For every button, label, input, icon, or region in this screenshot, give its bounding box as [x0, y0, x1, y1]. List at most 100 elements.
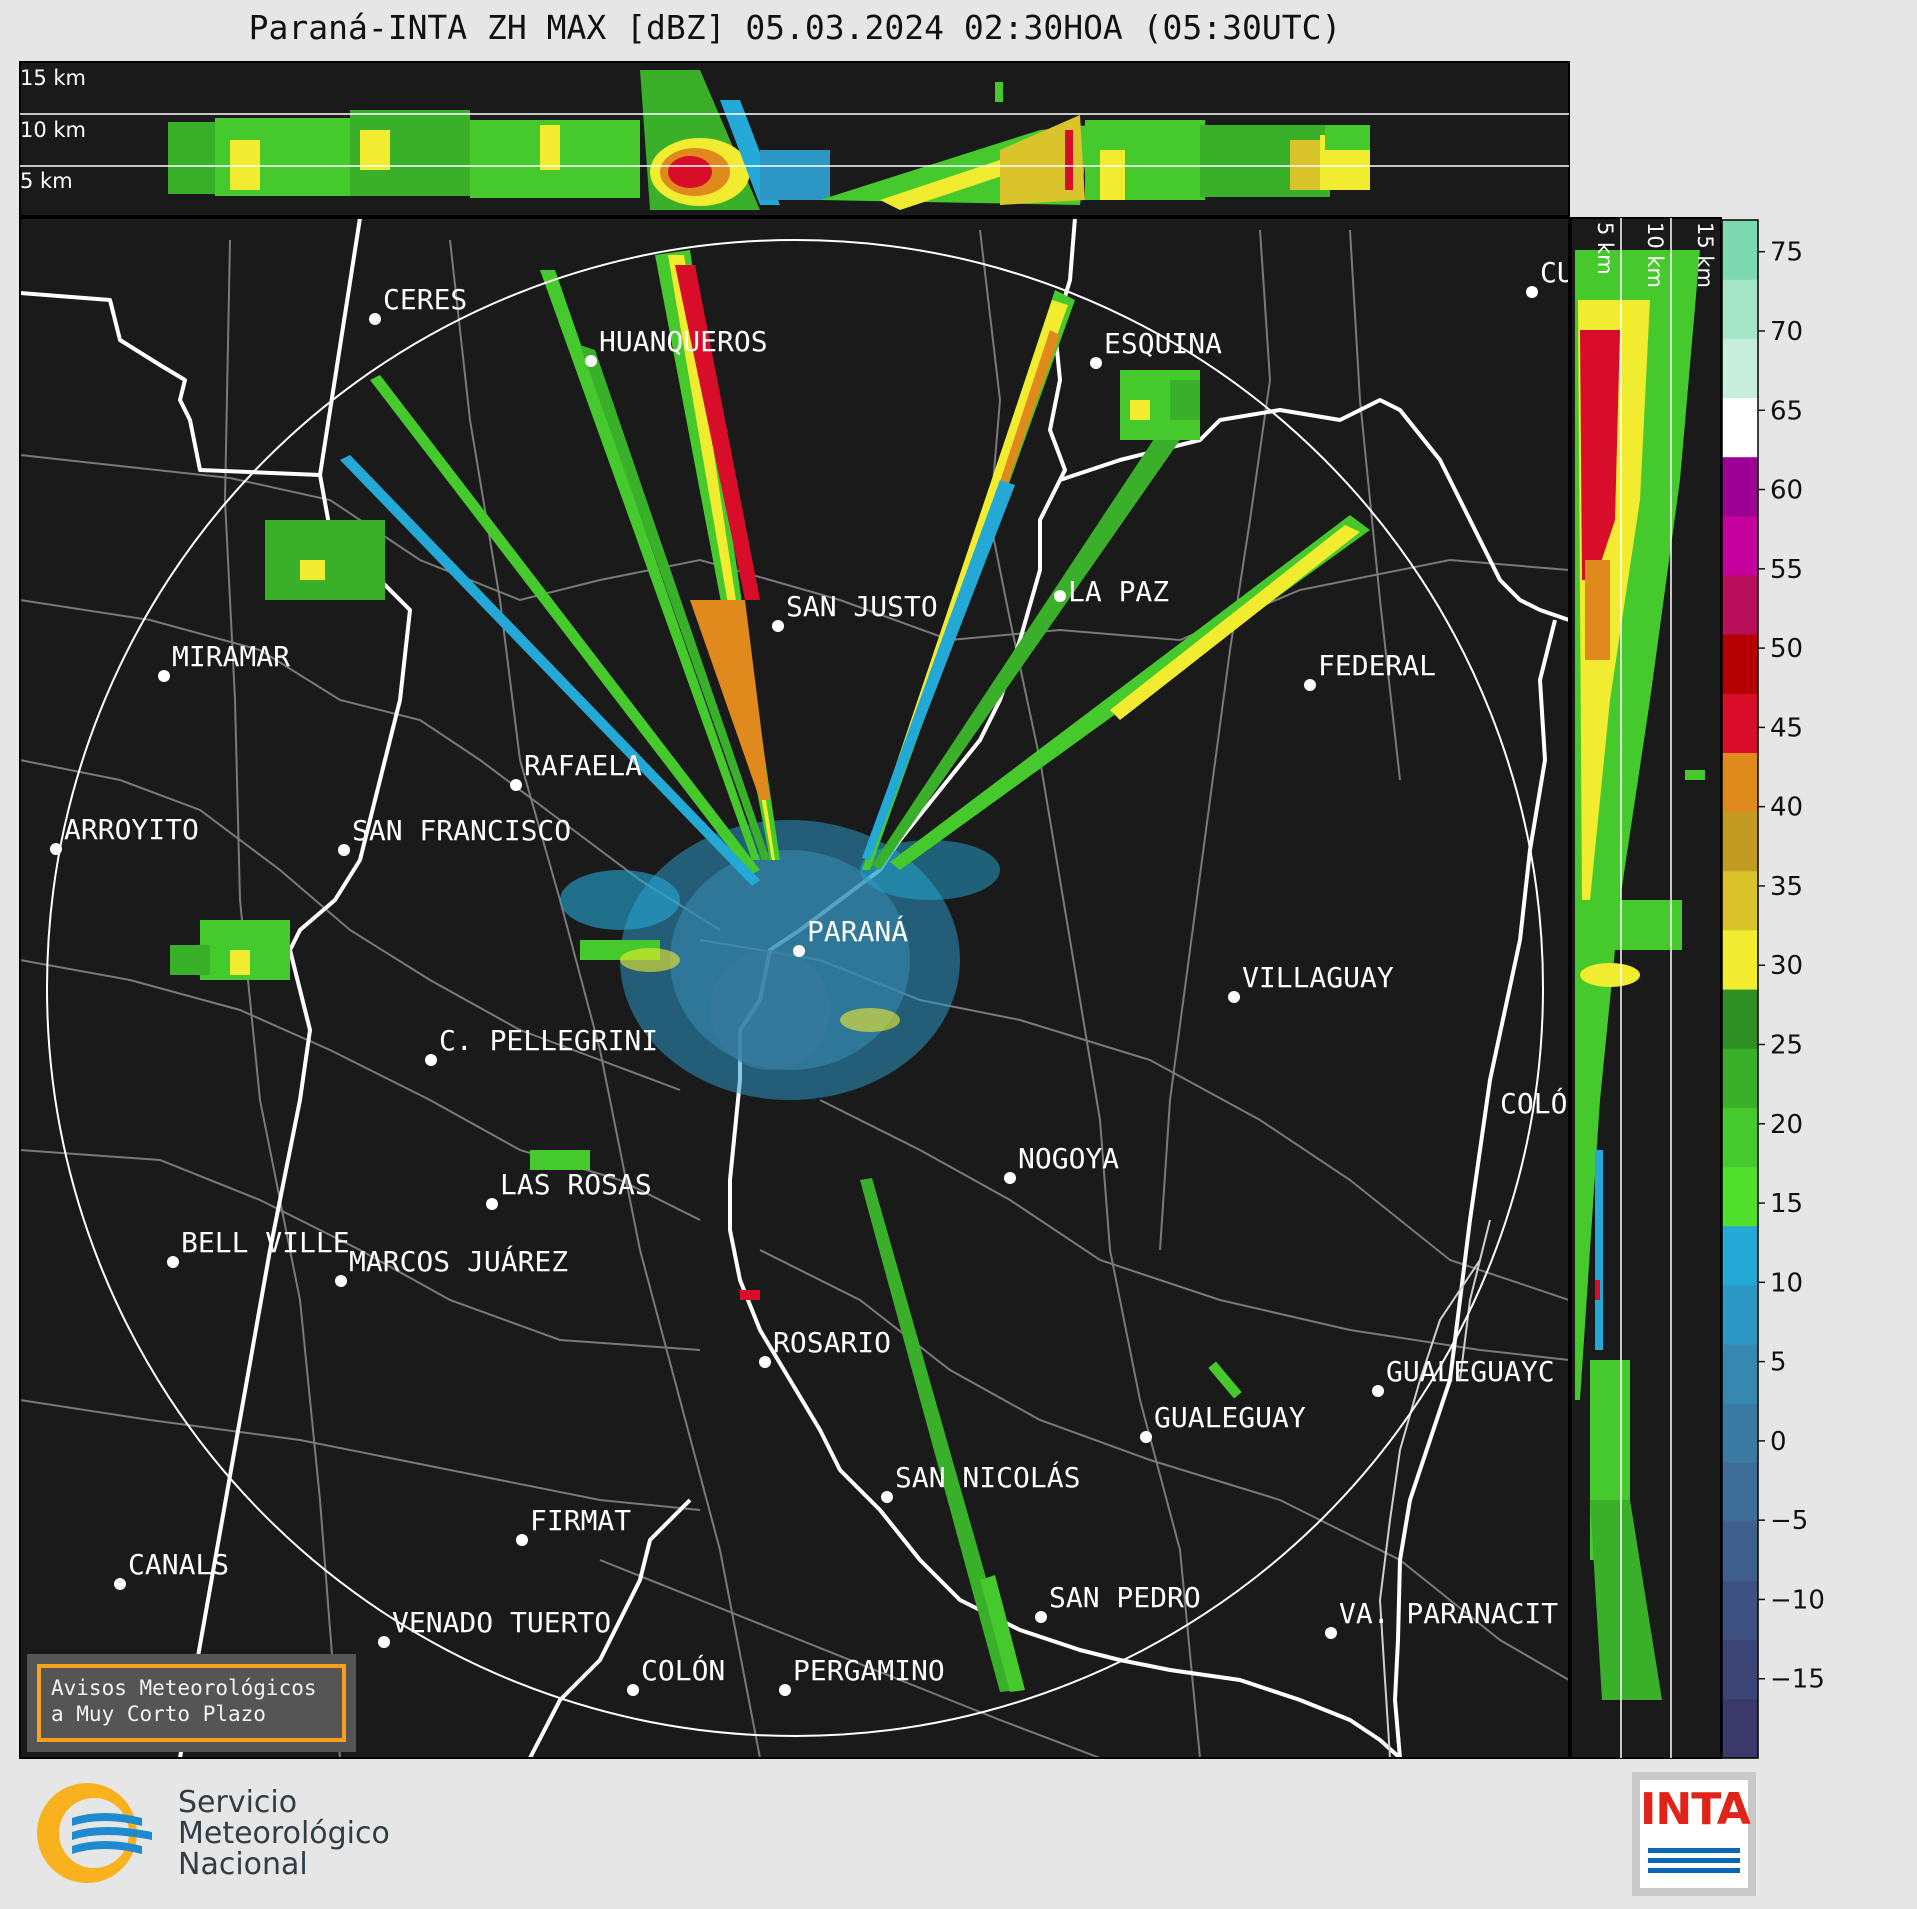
city-label-gualeguaychu: GUALEGUAYC	[1386, 1355, 1555, 1388]
colorbar-swatch	[1722, 1580, 1758, 1641]
colorbar-swatch	[1722, 811, 1758, 872]
colorbar-tick-label: 75	[1770, 238, 1803, 268]
city-label-san-pedro: SAN PEDRO	[1049, 1581, 1201, 1614]
top-height-profile-panel: 15 km 10 km 5 km	[19, 61, 1570, 217]
colorbar-swatch	[1722, 870, 1758, 931]
top-profile-echoes	[168, 70, 1370, 210]
colorbar-swatch	[1722, 929, 1758, 990]
city-label-rosario: ROSARIO	[773, 1326, 891, 1359]
city-label-firmat: FIRMAT	[530, 1504, 631, 1537]
city-label-colon-er: COLÓ	[1500, 1086, 1567, 1120]
colorbar-tick-label: 60	[1770, 476, 1803, 506]
colorbar-tick-label: 70	[1770, 317, 1803, 347]
colorbar-swatch	[1722, 1462, 1758, 1522]
city-label-gualeguay: GUALEGUAY	[1154, 1401, 1306, 1434]
colorbar-swatch	[1722, 456, 1758, 517]
inta-logo: INTA	[1632, 1772, 1756, 1896]
city-label-villaguay: VILLAGUAY	[1242, 961, 1394, 994]
colorbar-swatch	[1722, 1048, 1758, 1108]
colorbar-tick-label: 0	[1770, 1427, 1787, 1457]
colorbar-swatch	[1722, 1521, 1758, 1582]
city-label-arroyito: ARROYITO	[64, 813, 199, 846]
colorbar-swatch	[1722, 1225, 1758, 1286]
radar-map-panel: CERES HUANQUEROS ESQUINA CU SAN JUSTO LA…	[19, 217, 1574, 1759]
city-label-nogoya: NOGOYA	[1018, 1142, 1119, 1175]
colorbar-tick-label: 30	[1770, 951, 1803, 981]
city-label-miramar: MIRAMAR	[172, 640, 290, 673]
vertical-height-label-5km: 5 km	[1593, 222, 1617, 275]
colorbar-swatch	[1722, 279, 1758, 339]
city-label-ceres: CERES	[383, 283, 467, 316]
smn-wordmark: Servicio Meteorológico Nacional	[178, 1787, 390, 1880]
city-label-huanqueros: HUANQUEROS	[599, 325, 768, 358]
river-lines	[1378, 1219, 1491, 1758]
colorbar-tick-label: 50	[1770, 634, 1803, 664]
colorbar-swatch	[1722, 989, 1758, 1049]
inta-wordmark: INTA	[1640, 1784, 1751, 1835]
side-height-profile-panel: 5 km 10 km 15 km	[1570, 217, 1722, 1759]
colorbar-tick-label: 25	[1770, 1030, 1803, 1060]
colorbar-swatch	[1722, 1107, 1758, 1168]
city-label-la-paz: LA PAZ	[1068, 575, 1169, 608]
height-label-5km: 5 km	[20, 169, 73, 193]
city-markers	[50, 286, 1538, 1696]
notice-line-1: Avisos Meteorológicos	[51, 1676, 317, 1700]
colorbar-swatch	[1722, 752, 1758, 813]
colorbar-tick-label: −10	[1770, 1585, 1825, 1615]
colorbar-swatch	[1722, 634, 1758, 694]
smn-line-3: Nacional	[178, 1847, 308, 1882]
colorbar-tick-label: −5	[1770, 1506, 1808, 1536]
smn-line-2: Meteorológico	[178, 1816, 390, 1851]
height-label-10km: 10 km	[20, 118, 86, 142]
colorbar-tick-label: 15	[1770, 1189, 1803, 1219]
city-label-va-paranacito: VA. PARANACIT	[1339, 1597, 1558, 1630]
height-label-15km: 15 km	[20, 66, 86, 90]
colorbar-swatch	[1722, 1166, 1758, 1227]
range-ring	[46, 239, 1544, 1737]
radar-echoes	[170, 250, 1370, 1692]
city-label-san-nicolas: SAN NICOLÁS	[895, 1460, 1080, 1494]
city-label-cu: CU	[1540, 256, 1574, 289]
colorbar-swatch	[1722, 1639, 1758, 1700]
colorbar-swatch	[1722, 515, 1758, 576]
city-label-san-francisco: SAN FRANCISCO	[352, 814, 571, 847]
colorbar-tick-label: 35	[1770, 872, 1803, 902]
colorbar-swatch	[1722, 338, 1758, 399]
notice-box: Avisos Meteorológicos a Muy Corto Plazo	[27, 1654, 356, 1752]
city-label-rafaela: RAFAELA	[524, 749, 642, 782]
department-boundaries	[20, 229, 1569, 1758]
city-label-pergamino: PERGAMINO	[793, 1654, 945, 1687]
city-label-bell-ville: BELL VILLE	[181, 1226, 350, 1259]
colorbar-tick-label: 45	[1770, 713, 1803, 743]
city-label-colon: COLÓN	[641, 1653, 725, 1687]
city-label-c-pellegrini: C. PELLEGRINI	[439, 1024, 658, 1057]
city-label-venado-tuerto: VENADO TUERTO	[392, 1606, 611, 1639]
colorbar-tick-label: 40	[1770, 793, 1803, 823]
notice-line-2: a Muy Corto Plazo	[51, 1702, 266, 1726]
city-label-san-justo: SAN JUSTO	[786, 590, 938, 623]
colorbar-tick-label: 10	[1770, 1268, 1803, 1298]
colorbar-swatch	[1722, 1403, 1758, 1463]
city-label-marcos-juarez: MARCOS JUÁREZ	[349, 1244, 568, 1278]
colorbar-swatch	[1722, 1284, 1758, 1345]
smn-line-1: Servicio	[178, 1785, 298, 1820]
map-title: Paraná-INTA ZH MAX [dBZ] 05.03.2024 02:3…	[248, 8, 1342, 47]
colorbar-swatch	[1722, 397, 1758, 458]
colorbar-swatch	[1722, 574, 1758, 635]
colorbar-tick-label: 5	[1770, 1348, 1787, 1378]
colorbar-tick-label: 65	[1770, 396, 1803, 426]
city-label-canals: CANALS	[128, 1548, 229, 1581]
city-label-las-rosas: LAS ROSAS	[500, 1168, 652, 1201]
city-label-parana: PARANÁ	[807, 914, 908, 948]
colorbar-swatch	[1722, 220, 1758, 280]
side-profile-echoes	[1575, 250, 1705, 1700]
colorbar-swatch	[1722, 1343, 1758, 1404]
colorbar-tick-label: −15	[1770, 1665, 1825, 1695]
city-label-esquina: ESQUINA	[1104, 327, 1222, 360]
city-label-federal: FEDERAL	[1318, 649, 1436, 682]
colorbar-swatch	[1722, 1698, 1758, 1759]
colorbar-tick-label: 55	[1770, 555, 1803, 585]
vertical-height-label-10km: 10 km	[1643, 222, 1667, 288]
